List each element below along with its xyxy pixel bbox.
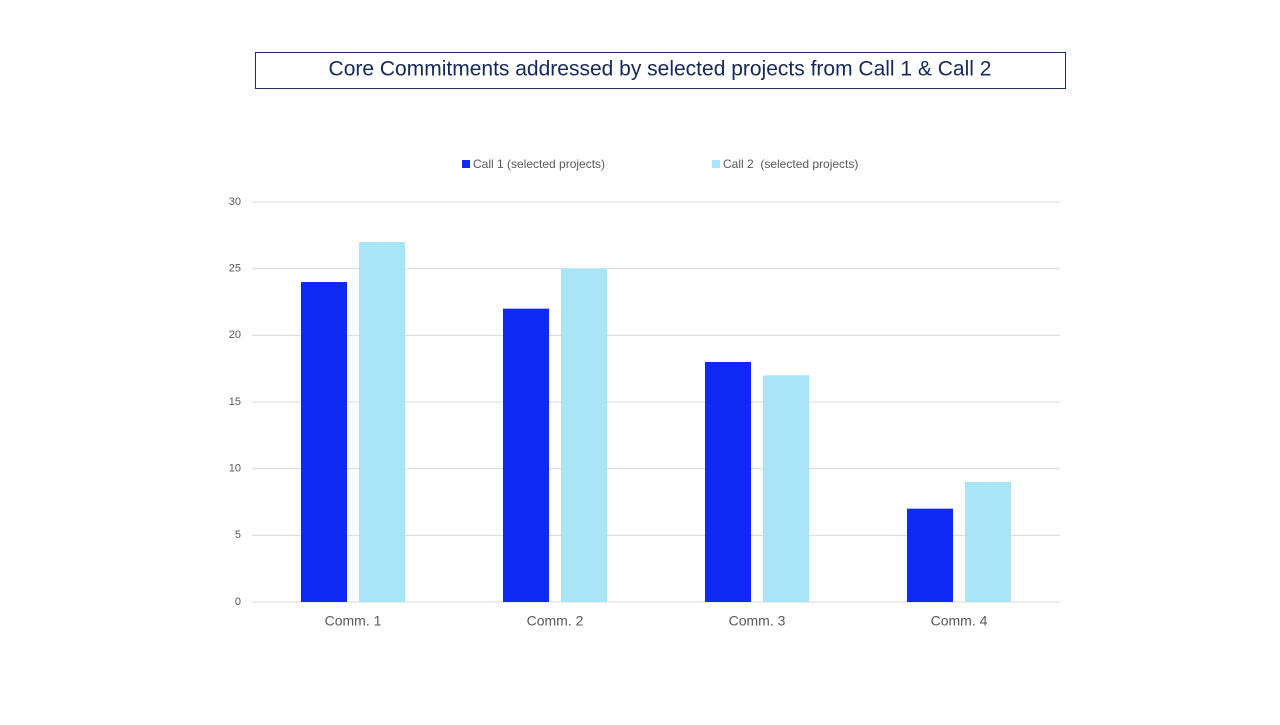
legend-marker bbox=[712, 160, 720, 168]
y-tick-label: 30 bbox=[229, 196, 241, 208]
y-tick-label: 5 bbox=[235, 529, 241, 541]
bar bbox=[359, 242, 405, 602]
y-tick-label: 0 bbox=[235, 596, 241, 608]
y-tick-label: 20 bbox=[229, 329, 241, 341]
y-tick-label: 15 bbox=[229, 396, 241, 408]
bar bbox=[705, 362, 751, 602]
y-tick-label: 10 bbox=[229, 463, 241, 475]
x-tick-label: Comm. 2 bbox=[527, 613, 584, 629]
y-tick-label: 25 bbox=[229, 263, 241, 275]
legend-label: Call 2 (selected projects) bbox=[723, 157, 858, 171]
legend-label: Call 1 (selected projects) bbox=[473, 157, 605, 171]
x-tick-label: Comm. 3 bbox=[729, 613, 786, 629]
bar bbox=[763, 375, 809, 602]
chart-title: Core Commitments addressed by selected p… bbox=[329, 58, 992, 81]
bar bbox=[301, 282, 347, 602]
legend-marker bbox=[462, 160, 470, 168]
x-tick-label: Comm. 1 bbox=[325, 613, 382, 629]
bar bbox=[965, 482, 1011, 602]
bar bbox=[503, 308, 549, 602]
bar bbox=[561, 268, 607, 602]
x-tick-label: Comm. 4 bbox=[931, 613, 988, 629]
title-box bbox=[255, 52, 1066, 89]
bar bbox=[907, 508, 953, 602]
